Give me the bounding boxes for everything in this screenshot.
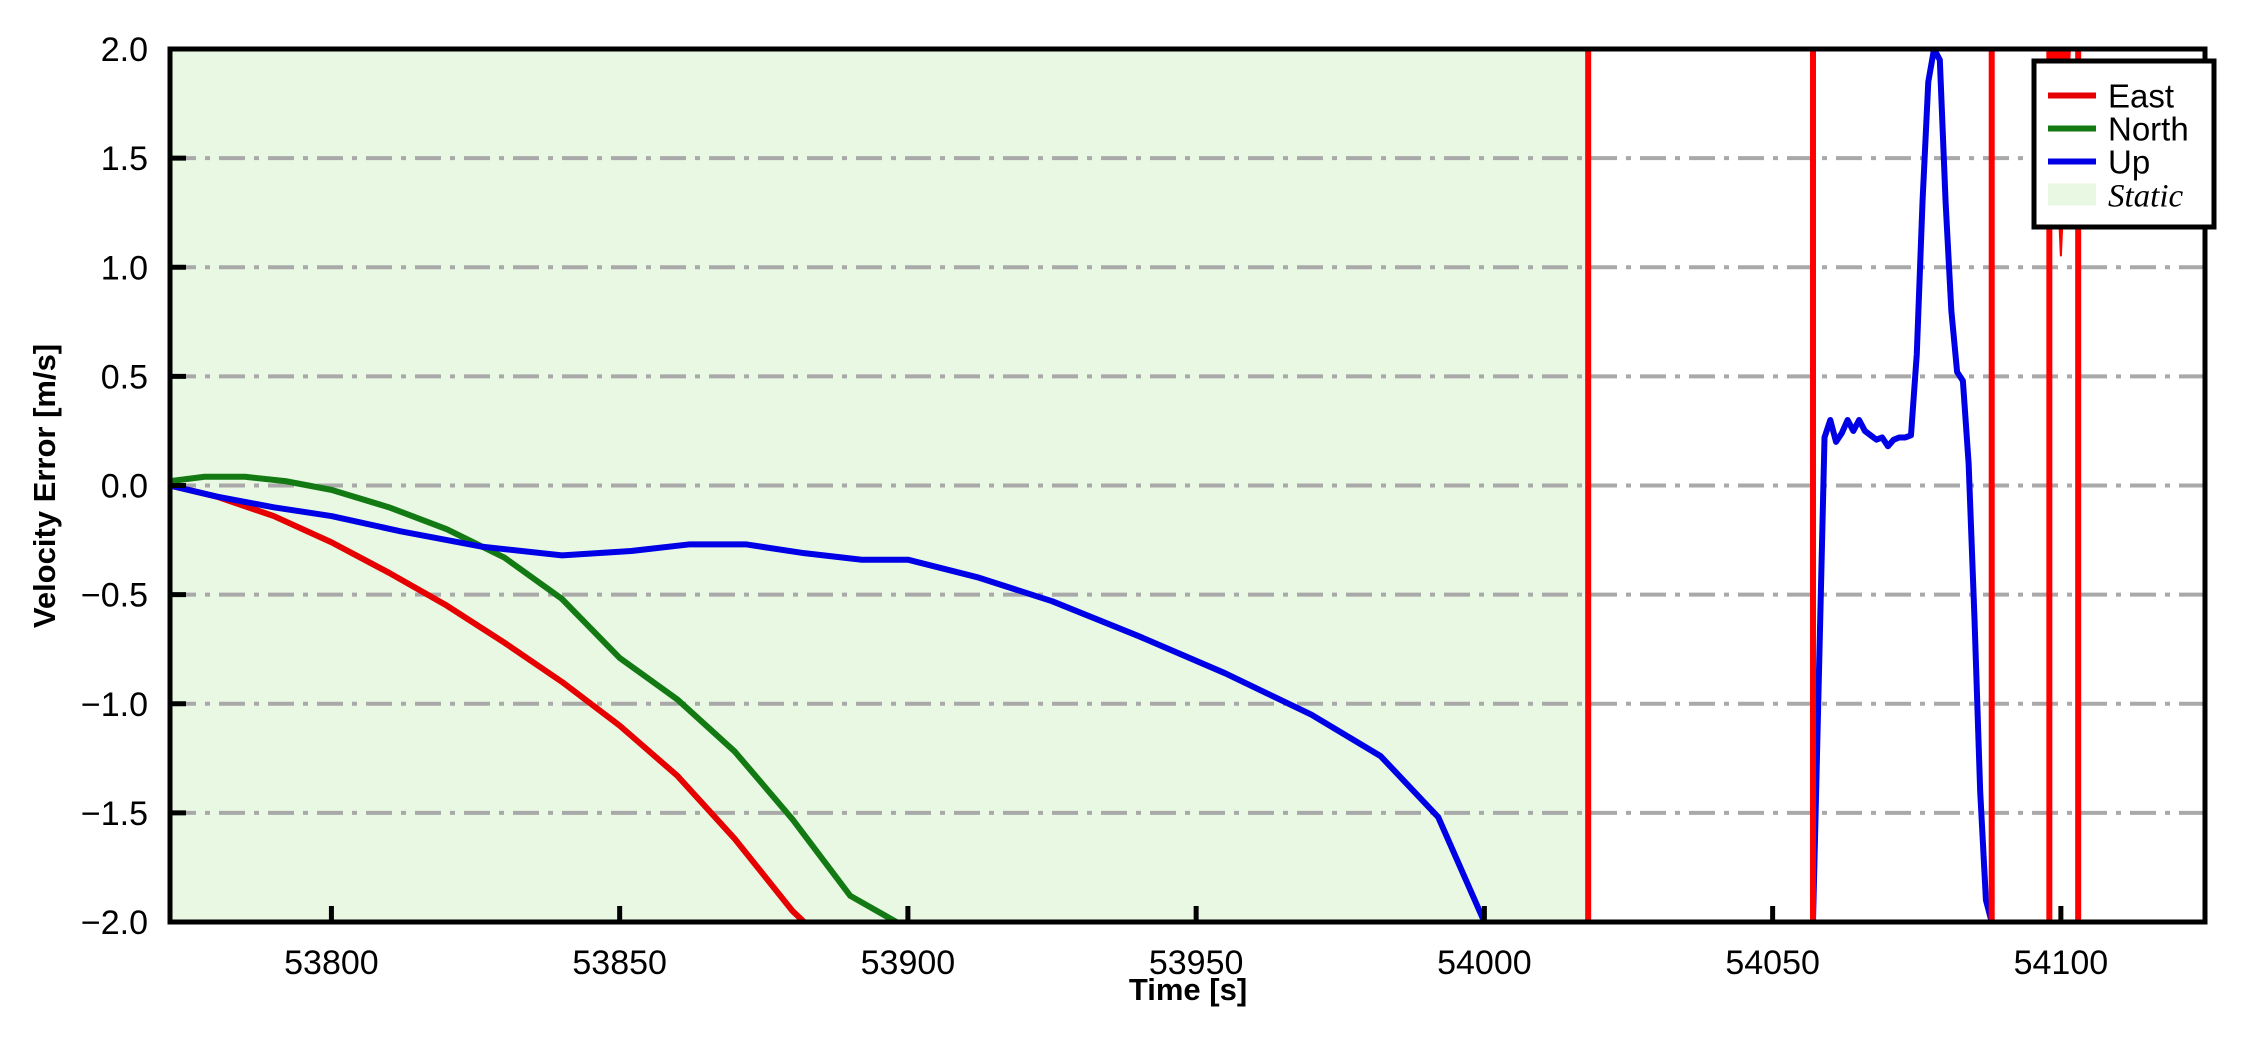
legend-label: Static: [2108, 179, 2184, 215]
series-line-up-burst: [1809, 49, 1995, 922]
legend-label: Up: [2108, 144, 2150, 181]
series-line-up: [170, 482, 1488, 922]
legend-label: North: [2108, 111, 2189, 148]
x-axis-title: Time [s]: [1129, 972, 1247, 1007]
x-tick-label: 54000: [1437, 944, 1532, 982]
y-tick-label: −2.0: [81, 904, 148, 942]
x-tick-labels: 53800 53850 53900 53950 54000 54050 54100: [284, 944, 2108, 982]
y-tick-label: 2.0: [101, 31, 148, 69]
y-tick-labels: −2.0 −1.5 −1.0 −0.5 0.0 0.5 1.0 1.5 2.0: [81, 31, 148, 942]
legend-label: East: [2108, 78, 2174, 115]
gridlines: [170, 156, 2205, 815]
legend-item-static[interactable]: Static: [2048, 179, 2184, 215]
y-tick-label: 1.5: [101, 140, 148, 178]
x-tick-label: 54100: [2014, 944, 2109, 982]
x-tick-label: 53800: [284, 944, 379, 982]
y-tick-label: −0.5: [81, 577, 148, 615]
series-line-east: [170, 482, 808, 922]
y-axis-title: Velocity Error [m/s]: [27, 344, 62, 628]
y-tick-label: −1.0: [81, 686, 148, 724]
y-tick-label: 0.0: [101, 468, 148, 506]
y-tick-label: 1.0: [101, 249, 148, 287]
axis-ticks: [170, 46, 2064, 925]
legend-item-north[interactable]: North: [2048, 111, 2189, 148]
legend-swatch-patch: [2048, 183, 2096, 206]
x-tick-label: 53900: [861, 944, 956, 982]
legend-item-up[interactable]: Up: [2048, 144, 2150, 181]
data-series-group: [170, 49, 1995, 922]
x-tick-label: 53950: [1149, 944, 1244, 982]
y-tick-label: −1.5: [81, 795, 148, 833]
y-tick-label: 0.5: [101, 358, 148, 396]
series-line-north: [170, 473, 900, 922]
legend-item-east[interactable]: East: [2048, 78, 2174, 115]
x-tick-label: 54050: [1725, 944, 1820, 982]
x-tick-label: 53850: [572, 944, 667, 982]
